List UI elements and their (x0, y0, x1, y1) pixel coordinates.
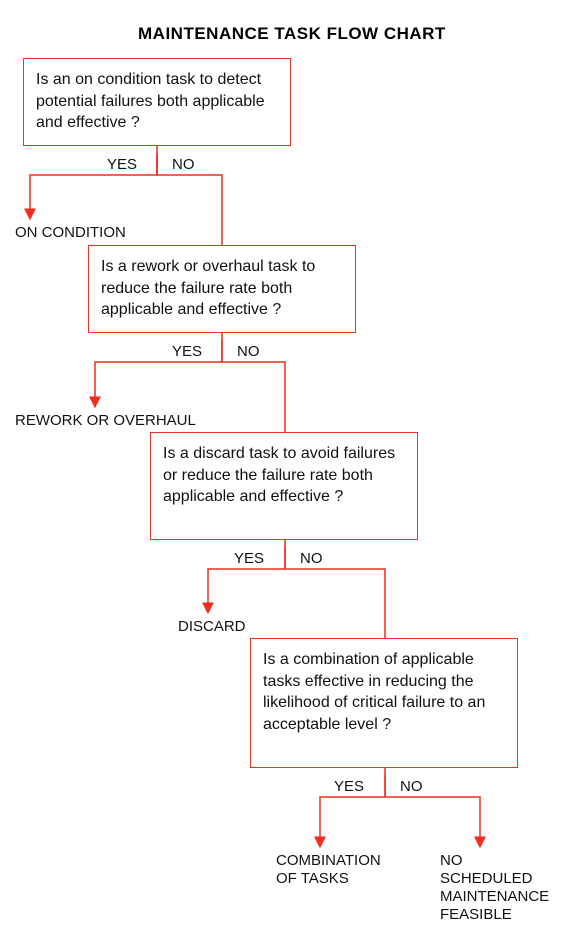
outcome-rework: REWORK OR OVERHAUL (15, 412, 196, 429)
outcome-combination-2: OF TASKS (276, 870, 349, 887)
outcome-on-condition: ON CONDITION (15, 224, 126, 241)
decision-q3: Is a discard task to avoid failures or r… (150, 432, 418, 540)
branch-label-q2-yes: YES (172, 343, 202, 360)
decision-q2: Is a rework or overhaul task to reduce t… (88, 245, 356, 333)
branch-label-q3-no: NO (300, 550, 323, 567)
edge-e_q3_yes (208, 569, 285, 612)
edge-e_q1_yes (30, 175, 157, 218)
branch-label-q1-yes: YES (107, 156, 137, 173)
decision-q4: Is a combination of applicable tasks eff… (250, 638, 518, 768)
edge-e_q3_no (285, 569, 385, 638)
decision-q1: Is an on condition task to detect potent… (23, 58, 291, 146)
outcome-no-sched-1: NO (440, 852, 463, 869)
edge-e_q4_yes (320, 797, 385, 846)
branch-label-q4-yes: YES (334, 778, 364, 795)
outcome-combination-1: COMBINATION (276, 852, 381, 869)
edge-e_q1_no (157, 175, 222, 245)
outcome-discard: DISCARD (178, 618, 246, 635)
branch-label-q4-no: NO (400, 778, 423, 795)
edge-e_q4_no (385, 797, 480, 846)
outcome-no-sched-2: SCHEDULED (440, 870, 533, 887)
edge-e_q2_yes (95, 362, 222, 406)
branch-label-q3-yes: YES (234, 550, 264, 567)
outcome-no-sched-3: MAINTENANCE (440, 888, 549, 905)
chart-title: MAINTENANCE TASK FLOW CHART (138, 24, 446, 44)
branch-label-q2-no: NO (237, 343, 260, 360)
flowchart-stage: MAINTENANCE TASK FLOW CHART Is an on con… (0, 0, 585, 942)
branch-label-q1-no: NO (172, 156, 195, 173)
edge-e_q2_no (222, 362, 285, 432)
outcome-no-sched-4: FEASIBLE (440, 906, 512, 923)
